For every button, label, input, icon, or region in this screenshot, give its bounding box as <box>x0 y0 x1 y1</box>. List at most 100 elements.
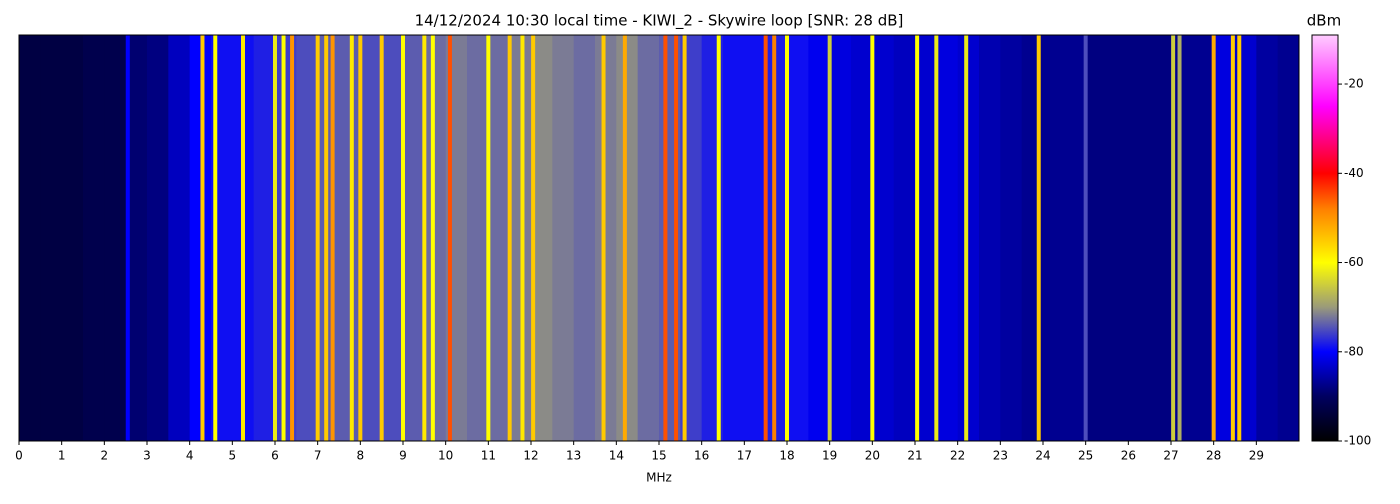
spectrum-bin <box>979 35 1001 441</box>
x-tick-label: 17 <box>737 449 752 463</box>
x-tick-label: 4 <box>186 449 194 463</box>
spectrum-bin <box>147 35 169 441</box>
spectrum-bin <box>637 35 660 441</box>
signal-line <box>520 35 525 441</box>
spectrum-bin <box>723 35 745 441</box>
spectrum-bin <box>851 35 873 441</box>
signal-line <box>1211 35 1216 441</box>
spectrum-bin <box>467 35 489 441</box>
x-tick-label: 21 <box>907 449 922 463</box>
x-tick-label: 13 <box>566 449 581 463</box>
x-tick-label: 29 <box>1249 449 1264 463</box>
signal-line <box>1036 35 1041 441</box>
spectrum-bin <box>83 35 105 441</box>
spectrum-bin <box>957 35 980 441</box>
spectrum-bin <box>168 35 191 441</box>
signal-line <box>273 35 277 441</box>
x-tick-label: 0 <box>15 449 23 463</box>
spectrum-bin <box>253 35 276 441</box>
spectrum-bin <box>1043 35 1065 441</box>
spectrum-bin <box>616 35 639 441</box>
signal-line <box>125 35 130 441</box>
x-tick-label: 16 <box>694 449 709 463</box>
spectrum-bin <box>381 35 404 441</box>
x-tick-label: 2 <box>101 449 109 463</box>
spectrum-bin <box>1171 35 1193 441</box>
signal-line <box>827 35 832 441</box>
x-tick-label: 28 <box>1206 449 1221 463</box>
signal-line <box>1230 35 1235 441</box>
signal-line <box>622 35 627 441</box>
spectrum-bin <box>765 35 788 441</box>
signal-line <box>870 35 875 441</box>
signal-line <box>934 35 939 441</box>
x-tick-label: 27 <box>1163 449 1178 463</box>
x-tick-label: 22 <box>950 449 965 463</box>
x-tick-label: 23 <box>993 449 1008 463</box>
spectrum-bin <box>936 35 959 441</box>
colorbar-label: dBm <box>1307 12 1341 30</box>
spectrum-bin <box>1000 35 1023 441</box>
signal-line <box>379 35 384 441</box>
spectrum-bin <box>1256 35 1279 441</box>
signal-line <box>422 35 427 441</box>
x-tick-label: 9 <box>399 449 407 463</box>
spectrum-bin <box>808 35 831 441</box>
spectrum-bin <box>1192 35 1215 441</box>
colorbar-tick-label: -80 <box>1344 344 1364 358</box>
spectrum-bin <box>403 35 425 441</box>
spectrum-bin <box>19 35 41 441</box>
spectrum-bin <box>424 35 447 441</box>
spectrum-bin <box>744 35 767 441</box>
x-tick-label: 25 <box>1078 449 1093 463</box>
signal-line <box>241 35 245 441</box>
chart-title: 14/12/2024 10:30 local time - KIWI_2 - S… <box>415 12 904 31</box>
x-axis-label: MHz <box>646 471 672 485</box>
spectrum-bin <box>573 35 596 441</box>
spectrum-bin <box>531 35 553 441</box>
spectrum-bin <box>787 35 809 441</box>
signal-line <box>663 35 668 441</box>
signal-line <box>763 35 768 441</box>
spectrum-bin <box>1277 35 1300 441</box>
x-tick-label: 18 <box>779 449 794 463</box>
x-tick-label: 26 <box>1121 449 1136 463</box>
spectrum-bin <box>360 35 383 441</box>
colorbar-tick-label: -40 <box>1344 166 1364 180</box>
spectrum-bin <box>61 35 84 441</box>
signal-line <box>772 35 777 441</box>
spectrum-bin <box>872 35 895 441</box>
spectrum-bin <box>125 35 148 441</box>
spectrum-bin <box>296 35 319 441</box>
x-tick-label: 10 <box>438 449 453 463</box>
signal-line <box>200 35 205 441</box>
signal-line <box>1171 35 1176 441</box>
spectrum-bin <box>1213 35 1236 441</box>
spectrum-bin <box>829 35 852 441</box>
signal-line <box>1237 35 1242 441</box>
x-tick-label: 12 <box>523 449 538 463</box>
spectrum-bin <box>317 35 340 441</box>
spectrum-bin <box>1107 35 1129 441</box>
signal-line <box>507 35 512 441</box>
signal-line <box>349 35 354 441</box>
spectrum-bin <box>1149 35 1172 441</box>
spectrum-bin <box>488 35 511 441</box>
x-tick-label: 14 <box>609 449 624 463</box>
signal-line <box>290 35 295 441</box>
colorbar-tick-label: -20 <box>1344 77 1364 91</box>
colorbar-tick-label: -60 <box>1344 255 1364 269</box>
signal-line <box>486 35 491 441</box>
signal-line <box>213 35 218 441</box>
x-tick-label: 7 <box>314 449 322 463</box>
signal-line <box>430 35 435 441</box>
signal-line <box>330 35 335 441</box>
x-tick-label: 11 <box>481 449 496 463</box>
signal-line <box>315 35 320 441</box>
x-tick-label: 1 <box>58 449 66 463</box>
x-tick-label: 6 <box>271 449 279 463</box>
signal-line <box>447 35 452 441</box>
signal-line <box>915 35 920 441</box>
spectrum-bin <box>1085 35 1108 441</box>
